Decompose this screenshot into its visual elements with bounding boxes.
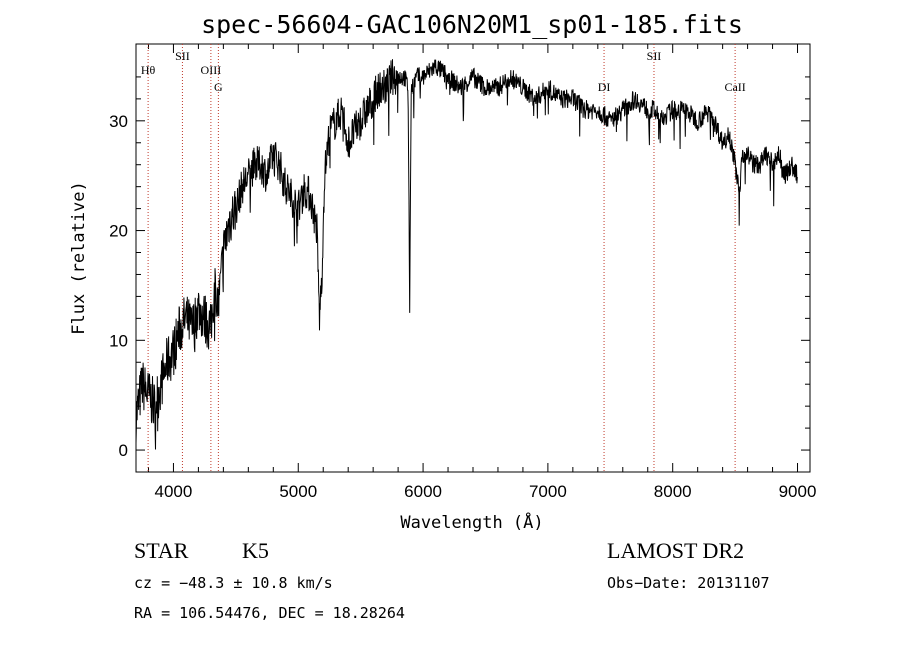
y-tick-label: 20 [109, 222, 128, 241]
survey-name: LAMOST DR2 [607, 538, 745, 563]
y-tick-label: 0 [119, 441, 128, 460]
y-tick-label: 10 [109, 331, 128, 350]
spectral-line-label: DI [598, 80, 611, 94]
x-tick-label: 6000 [404, 482, 442, 501]
x-tick-label: 5000 [279, 482, 317, 501]
redshift-cz: cz = −48.3 ± 10.8 km/s [134, 574, 333, 592]
spectral-line-label: Hθ [141, 63, 156, 77]
x-tick-label: 9000 [779, 482, 817, 501]
spectral-line-label: SII [647, 49, 662, 63]
y-tick-label: 30 [109, 112, 128, 131]
spectrum-series [135, 59, 798, 450]
spectral-line-label: G [214, 80, 223, 94]
sky-coordinates: RA = 106.54476, DEC = 18.28264 [134, 604, 405, 622]
x-axis-label: Wavelength (Å) [400, 511, 543, 533]
object-subclass: K5 [242, 538, 269, 563]
x-tick-label: 7000 [529, 482, 567, 501]
object-class: STAR [134, 538, 189, 563]
spectrum-line [135, 59, 798, 450]
x-tick-label: 4000 [155, 482, 193, 501]
spectral-line-label: SII [175, 49, 190, 63]
spectral-line-label: CaII [724, 80, 745, 94]
x-tick-label: 8000 [654, 482, 692, 501]
axis-ticks: 4000 5000 6000 7000 8000 9000 0 10 20 30 [109, 44, 816, 501]
chart-title: spec-56604-GAC106N20M1_sp01-185.fits [201, 10, 743, 39]
spectral-line-markers: Hθ SII OIII G DI SII CaII [141, 44, 746, 472]
spectral-line-label: OIII [201, 63, 222, 77]
y-axis-label: Flux (relative) [69, 181, 89, 335]
observation-date: Obs−Date: 20131107 [607, 574, 770, 592]
